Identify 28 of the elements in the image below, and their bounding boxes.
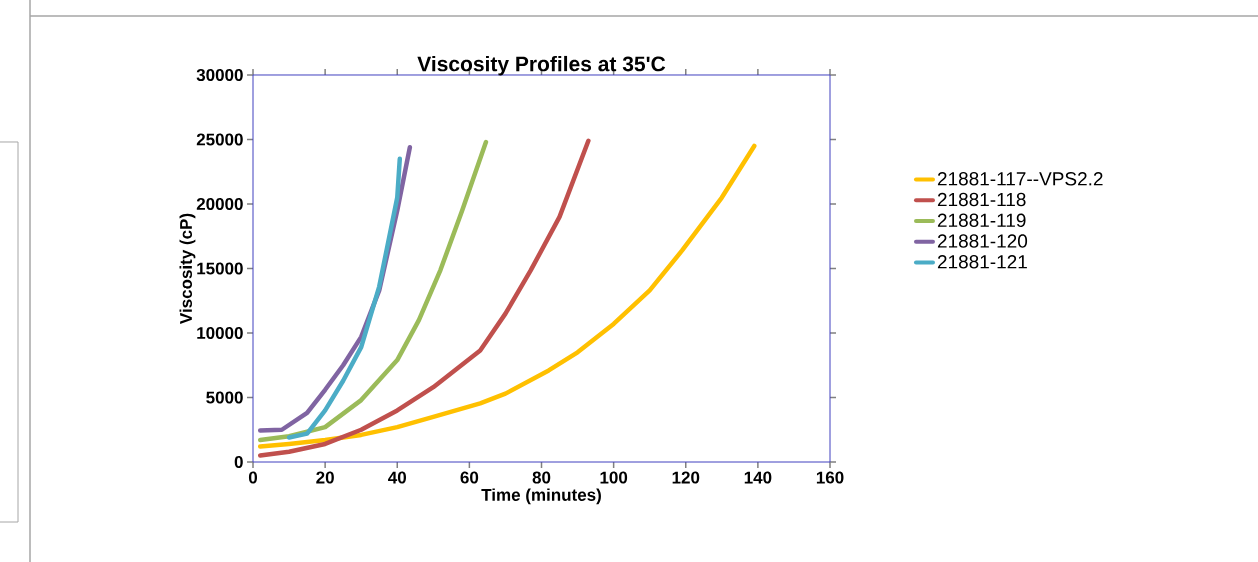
x-tick-label: 120 — [672, 471, 700, 484]
legend-label: 21881-119 — [937, 213, 1026, 228]
chart-title: Viscosity Profiles at 35'C — [417, 55, 666, 76]
x-tick-label: 20 — [316, 471, 334, 484]
x-tick-label: 80 — [532, 471, 551, 484]
line-series — [286, 156, 403, 440]
x-tick-label: 0 — [248, 471, 258, 484]
legend-label: 21881-117--VPS2.2 — [937, 172, 1103, 186]
x-axis-title: Time (minutes) — [481, 488, 601, 505]
x-tick-label: 100 — [600, 471, 628, 484]
y-tick-label: 20000 — [196, 197, 243, 211]
x-tick-label: 160 — [816, 471, 844, 484]
x-tick-label: 60 — [460, 471, 479, 484]
line-series — [257, 143, 757, 449]
line-series — [257, 139, 489, 443]
line-series — [257, 138, 591, 458]
x-tick-label: 40 — [388, 471, 406, 484]
x-tick-label: 140 — [744, 471, 772, 484]
y-tick-label: 10000 — [197, 326, 243, 340]
legend-label: 21881-118 — [937, 192, 1026, 207]
y-axis-title: Viscosity (cP) — [179, 213, 196, 324]
y-tick-label: 25000 — [196, 133, 243, 146]
y-tick-label: 15000 — [197, 262, 243, 275]
legend-label: 21881-120 — [937, 234, 1028, 248]
y-tick-label: 30000 — [196, 68, 243, 82]
legend-label: 21881-121 — [937, 255, 1027, 269]
y-tick-label: 0 — [234, 455, 243, 469]
y-tick-label: 5000 — [206, 391, 243, 404]
